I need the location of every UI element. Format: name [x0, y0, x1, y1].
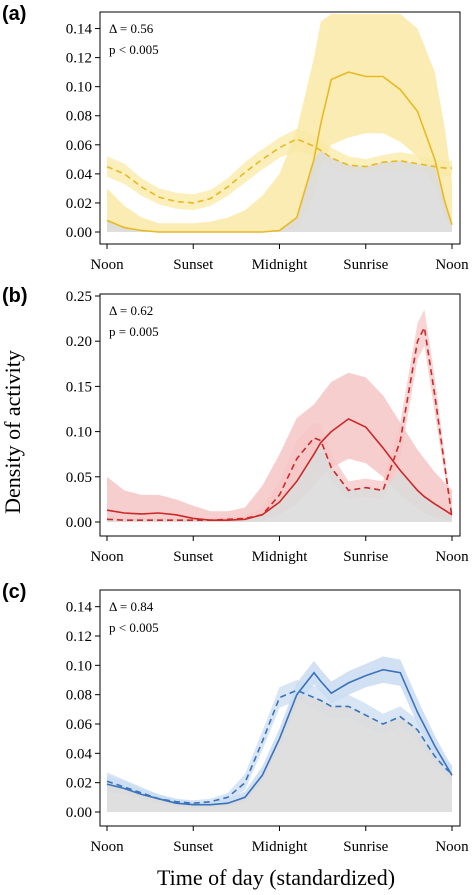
stat-annotation: p < 0.005	[109, 42, 159, 57]
x-tick-label: Sunrise	[343, 549, 388, 565]
x-tick-label: Noon	[435, 549, 469, 565]
y-tick-label: 0.00	[66, 805, 92, 821]
x-tick-label: Sunset	[173, 839, 214, 855]
y-tick-label: 0.06	[66, 717, 93, 733]
overlap-area	[107, 694, 452, 812]
x-axis-title: Time of day (standardized)	[157, 865, 395, 890]
y-tick-label: 0.10	[66, 80, 92, 96]
stat-annotation: p = 0.005	[109, 324, 159, 339]
confidence-band-2	[107, 309, 452, 522]
density-line-solid	[106, 417, 453, 521]
density-line-dashed	[106, 138, 452, 204]
x-tick-label: Noon	[90, 839, 124, 855]
confidence-band-1	[107, 656, 452, 808]
density-line-dashed	[106, 325, 453, 521]
y-tick-label: 0.08	[66, 109, 92, 125]
panel-label: (a)	[2, 3, 26, 25]
panel-label: (b)	[2, 285, 28, 307]
stat-annotation: Δ = 0.62	[109, 303, 153, 318]
x-tick-label: Sunset	[173, 549, 214, 565]
plot-area	[106, 656, 453, 812]
density-line-solid	[106, 71, 453, 233]
overlap-area	[107, 150, 452, 232]
y-tick-label: 0.12	[66, 629, 92, 645]
y-tick-label: 0.14	[66, 600, 93, 616]
y-tick-label: 0.02	[66, 196, 92, 212]
x-tick-label: Noon	[435, 839, 469, 855]
y-tick-label: 0.06	[66, 138, 93, 154]
y-tick-label: 0.15	[66, 379, 92, 395]
x-tick-label: Sunset	[173, 257, 214, 273]
confidence-band-2	[107, 680, 452, 807]
y-tick-label: 0.14	[66, 22, 93, 38]
y-tick-label: 0.10	[66, 425, 92, 441]
x-tick-label: Noon	[90, 257, 124, 273]
x-tick-label: Midnight	[252, 549, 309, 565]
density-line-solid	[106, 668, 453, 806]
y-tick-label: 0.04	[66, 167, 93, 183]
stat-annotation: Δ = 0.56	[109, 21, 154, 36]
stat-annotation: p < 0.005	[109, 620, 159, 635]
y-tick-label: 0.25	[66, 289, 92, 305]
stat-annotation: Δ = 0.84	[109, 599, 154, 614]
y-tick-label: 0.05	[66, 470, 92, 486]
y-axis-title: Density of activity	[0, 350, 25, 514]
chart-panel-3: 0.00 0.02 0.04 0.06 0.08 0.10 0.12 0.14 Noon Suns…	[2, 581, 469, 855]
y-tick-label: 0.02	[66, 776, 92, 792]
y-tick-label: 0.10	[66, 658, 92, 674]
plot-area	[106, 14, 453, 233]
confidence-band-1	[107, 14, 452, 232]
x-tick-label: Sunrise	[343, 839, 388, 855]
y-tick-label: 0.20	[66, 334, 92, 350]
y-tick-label: 0.12	[66, 51, 92, 67]
plot-area	[106, 309, 453, 522]
confidence-band-1	[107, 372, 452, 522]
chart-panel-1: 0.00 0.02 0.04 0.06 0.08 0.10 0.12 0.14 Noon Suns…	[2, 3, 469, 273]
overlap-area	[107, 442, 452, 522]
panel-label: (c)	[2, 581, 26, 603]
x-tick-label: Sunrise	[343, 257, 388, 273]
x-tick-label: Noon	[435, 257, 469, 273]
y-tick-label: 0.04	[66, 746, 93, 762]
x-tick-label: Noon	[90, 549, 124, 565]
y-tick-label: 0.00	[66, 515, 92, 531]
x-tick-label: Midnight	[252, 839, 309, 855]
x-tick-label: Midnight	[252, 257, 309, 273]
y-tick-label: 0.00	[66, 225, 92, 241]
chart-panel-2: 0.00 0.05 0.10 0.15 0.20 0.25 Noon Sunset Midnig…	[2, 285, 469, 565]
y-tick-label: 0.08	[66, 688, 92, 704]
